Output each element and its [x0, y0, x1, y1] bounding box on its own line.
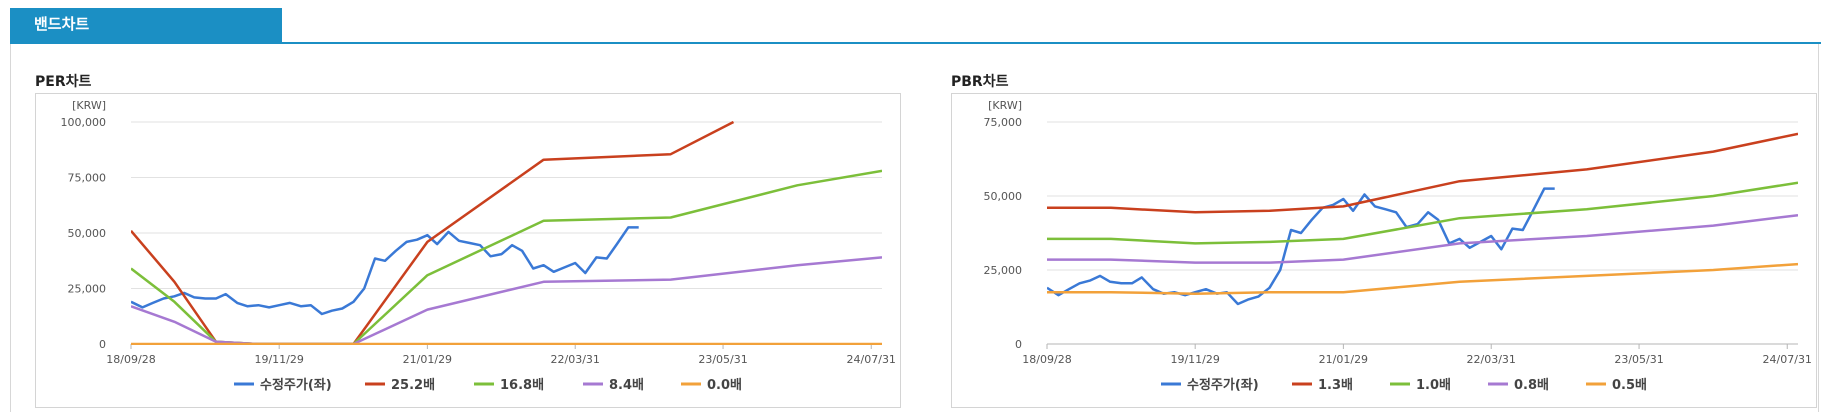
x-tick-label: 22/03/31	[551, 353, 600, 366]
tab-band-chart[interactable]: 밴드차트	[10, 8, 282, 42]
series-line	[1047, 132, 1798, 214]
x-tick-label: 24/07/31	[1763, 353, 1812, 366]
y-tick-label: 25,000	[984, 264, 1023, 277]
x-tick-label: 22/03/31	[1467, 353, 1516, 366]
legend-label: 1.3배	[1318, 377, 1353, 393]
y-unit-label: [KRW]	[72, 99, 106, 112]
content-panel	[10, 44, 1819, 412]
y-tick-label: 75,000	[68, 172, 107, 185]
series-line	[1047, 181, 1798, 245]
y-tick-label: 25,000	[68, 283, 107, 296]
x-tick-label: 23/05/31	[1614, 353, 1663, 366]
x-tick-label: 19/11/29	[254, 353, 303, 366]
y-tick-label: 75,000	[984, 116, 1023, 129]
legend-label: 8.4배	[609, 377, 644, 393]
y-tick-label: 0	[99, 338, 106, 351]
series-line	[131, 226, 639, 316]
series-line	[1047, 262, 1798, 295]
x-tick-label: 19/11/29	[1170, 353, 1219, 366]
tab-bar: 밴드차트	[0, 0, 1821, 44]
x-tick-label: 18/09/28	[106, 353, 155, 366]
tab-label: 밴드차트	[34, 15, 90, 33]
y-tick-label: 100,000	[61, 116, 107, 129]
legend-label: 1.0배	[1416, 377, 1451, 393]
legend-label: 0.8배	[1514, 377, 1549, 393]
per-chart: 0 25,000 50,000 75,000 100,000 [KRW] 18/09/28 1…	[61, 99, 896, 393]
pbr-chart-title: PBR차트	[951, 74, 1009, 90]
legend-label: 25.2배	[391, 377, 435, 393]
y-tick-label: 50,000	[984, 190, 1023, 203]
series-line	[131, 169, 882, 345]
per-chart-title: PER차트	[35, 74, 92, 90]
x-tick-label: 23/05/31	[698, 353, 747, 366]
per-chart-panel: 0 25,000 50,000 75,000 100,000 [KRW] 18/09/28 1…	[35, 93, 901, 408]
legend-label: 수정주가(좌)	[1187, 377, 1259, 393]
pbr-chart: 0 25,000 50,000 75,000 [KRW] 18/09/28 19/11/29…	[984, 99, 1812, 393]
tab-underline	[10, 42, 1821, 44]
series-group	[1047, 132, 1798, 306]
legend-label: 0.5배	[1612, 377, 1647, 393]
legend-label: 수정주가(좌)	[260, 377, 332, 393]
pbr-chart-panel: 0 25,000 50,000 75,000 [KRW] 18/09/28 19/11/29…	[951, 93, 1817, 408]
y-tick-label: 0	[1015, 338, 1022, 351]
legend-label: 0.0배	[707, 377, 742, 393]
y-tick-label: 50,000	[68, 227, 107, 240]
y-unit-label: [KRW]	[988, 99, 1022, 112]
series-group	[131, 121, 882, 345]
series-line	[1047, 187, 1555, 306]
x-tick-label: 24/07/31	[847, 353, 896, 366]
series-line	[131, 256, 882, 345]
legend-label: 16.8배	[500, 377, 544, 393]
x-tick-label: 21/01/29	[403, 353, 452, 366]
series-line	[1047, 213, 1798, 264]
x-tick-label: 18/09/28	[1022, 353, 1071, 366]
x-tick-label: 21/01/29	[1319, 353, 1368, 366]
